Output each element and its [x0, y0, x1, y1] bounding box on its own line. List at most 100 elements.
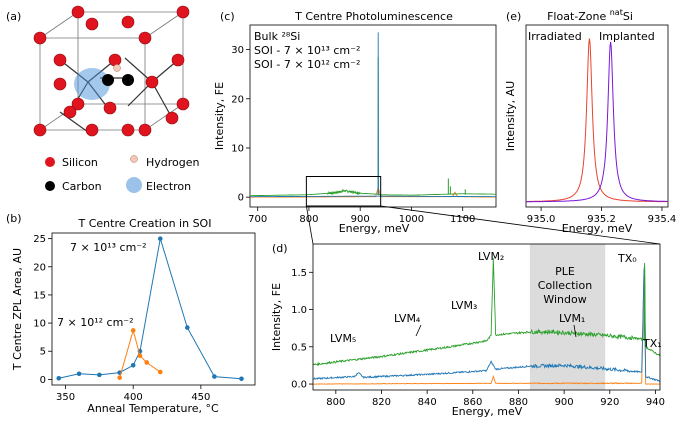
ple-window-label-1: PLE [555, 265, 575, 278]
tx0-label: TX₀ [617, 252, 637, 265]
panel-label-a: (a) [6, 10, 21, 23]
chart-0-ytick-label: 15 [33, 290, 46, 301]
chart-0-ytick-label: 25 [33, 234, 46, 245]
hydrogen-atom [113, 64, 121, 72]
data-point [130, 328, 136, 333]
lvm3-label: LVM₃ [451, 299, 477, 312]
lvm2-label: LVM₂ [478, 250, 504, 263]
panel-b-chart: (b) T Centre Creation in SOI 350 400 450 0 5… [6, 212, 256, 415]
silicon-atom [33, 123, 47, 137]
crystal-cube [33, 5, 190, 137]
chart-b-annotation-high: 7 × 10¹³ cm⁻² [70, 241, 147, 254]
data-point [185, 325, 190, 330]
chart-c-series [250, 32, 496, 198]
silicon-atom [53, 77, 67, 91]
chart-e-series [526, 38, 669, 203]
chart-c-ticks: 700800900100011000102030 [231, 45, 475, 225]
chart-0-ytick-label: 5 [40, 347, 46, 358]
chart-e-title-sup: nat [610, 8, 623, 17]
silicon-atom [85, 17, 99, 31]
zoom-connector-left [305, 205, 314, 245]
panel-label-c: (c) [220, 10, 235, 23]
chart-d-series [312, 258, 661, 385]
panel-label-b: (b) [6, 212, 22, 225]
spectrum-line [313, 266, 661, 385]
chart-e-title: Float-Zone natSi [547, 8, 633, 23]
chart-0-ytick-label: 10 [33, 319, 46, 330]
chart-b-title: T Centre Creation in SOI [78, 217, 212, 230]
hydrogen-legend-marker [130, 155, 138, 163]
chart-2-xtick-label: 860 [463, 397, 482, 408]
chart-0-xtick-label: 450 [191, 392, 210, 403]
spectrum-line [526, 41, 668, 203]
chart-e-ticks: 935.0 935.2 935.4 [527, 207, 676, 225]
chart-e-xlabel: Energy, meV [562, 222, 633, 235]
spectrum-line [250, 32, 496, 198]
panel-label-d: (d) [272, 242, 288, 255]
chart-3-xtick-label: 935.2 [587, 214, 616, 225]
cube-edge [144, 11, 184, 39]
chart-1-xtick-label: 1100 [450, 214, 475, 225]
chart-b-ticks: 350 400 450 0 5 10 15 20 25 [33, 234, 210, 403]
data-point [117, 375, 122, 380]
tx1-label: TX₁ [642, 337, 662, 350]
chart-1-ytick-label: 30 [231, 45, 244, 56]
chart-b-axes [51, 232, 256, 386]
chart-2-ytick-label: 0.0 [291, 380, 307, 391]
silicon-atom [63, 105, 77, 119]
chart-1-ytick-label: 10 [231, 143, 244, 154]
chart-c-title: T Centre Photoluminescence [294, 10, 453, 23]
chart-c-legend-soi-high: SOI - 7 × 10¹³ cm⁻² [254, 44, 360, 57]
chart-3-xtick-label: 935.4 [648, 214, 677, 225]
data-point [239, 376, 244, 382]
panel-c-chart: (c) T Centre Photoluminescence 700800900… [213, 10, 497, 235]
chart-1-xtick-label: 700 [248, 214, 267, 225]
chart-2-ytick-label: 0.5 [291, 342, 307, 353]
chart-b-series [56, 236, 244, 382]
chart-1-ytick-label: 20 [231, 94, 244, 105]
data-point [157, 369, 163, 375]
panel-e-chart: (e) Float-Zone natSi 935.0 935.2 935.4 Irr… [504, 8, 676, 235]
chart-0-ytick-label: 20 [33, 262, 46, 273]
data-point [137, 353, 143, 359]
chart-b-ylabel: T Centre ZPL Area, AU [11, 248, 24, 371]
chart-1-xtick-label: 900 [351, 214, 370, 225]
carbon-legend-marker [45, 181, 55, 191]
panel-d-chart: (d) 800 820 840 860 880 900 920 940 0.0 0.5 1.0 1.5… [270, 242, 665, 418]
silicon-atom [165, 111, 179, 125]
chart-c-legend-soi-low: SOI - 7 × 10¹² cm⁻² [254, 58, 360, 71]
data-point [97, 372, 102, 378]
chart-e-legend-irradiated: Irradiated [528, 30, 582, 43]
chart-c-zoom-box [305, 176, 382, 207]
silicon-atom [85, 123, 99, 137]
carbon-atom [122, 74, 134, 86]
chart-b-xlabel: Anneal Temperature, °C [87, 402, 219, 415]
cube-edge [144, 103, 184, 131]
chart-d-ticks: 800 820 840 860 880 900 920 940 0.0 0.5 1.0 1.5 [291, 268, 665, 408]
chart-2-xtick-label: 940 [646, 397, 665, 408]
chart-b-annotation-low: 7 × 10¹² cm⁻² [57, 316, 134, 329]
chart-e-axes [525, 24, 669, 208]
silicon-atom [53, 53, 67, 67]
electron-legend-label: Electron [146, 180, 191, 193]
data-point [144, 360, 150, 365]
spectrum-line [312, 265, 661, 383]
chart-1-xtick-label: 1000 [399, 214, 424, 225]
chart-d-ylabel: Intensity, FE [270, 283, 283, 351]
lvm5-label: LVM₅ [330, 332, 356, 345]
lvm4-label: LVM₄ [394, 312, 421, 325]
silicon-atom [176, 5, 190, 19]
chart-c-ylabel: Intensity, FE [213, 82, 226, 150]
panel-a-structure: (a) Silicon Carbon Hydrogen Electron [6, 5, 200, 193]
carbon-legend-label: Carbon [62, 180, 102, 193]
chart-e-title-prefix: Float-Zone [547, 10, 610, 23]
chart-2-xtick-label: 880 [509, 397, 528, 408]
spectrum-line [312, 258, 661, 367]
silicon-atom [33, 31, 47, 45]
chart-d-axes [312, 243, 661, 391]
carbon-atom [102, 74, 114, 86]
data-point [212, 374, 217, 379]
series-line [58, 238, 242, 380]
lvm1-pointer [573, 324, 577, 338]
